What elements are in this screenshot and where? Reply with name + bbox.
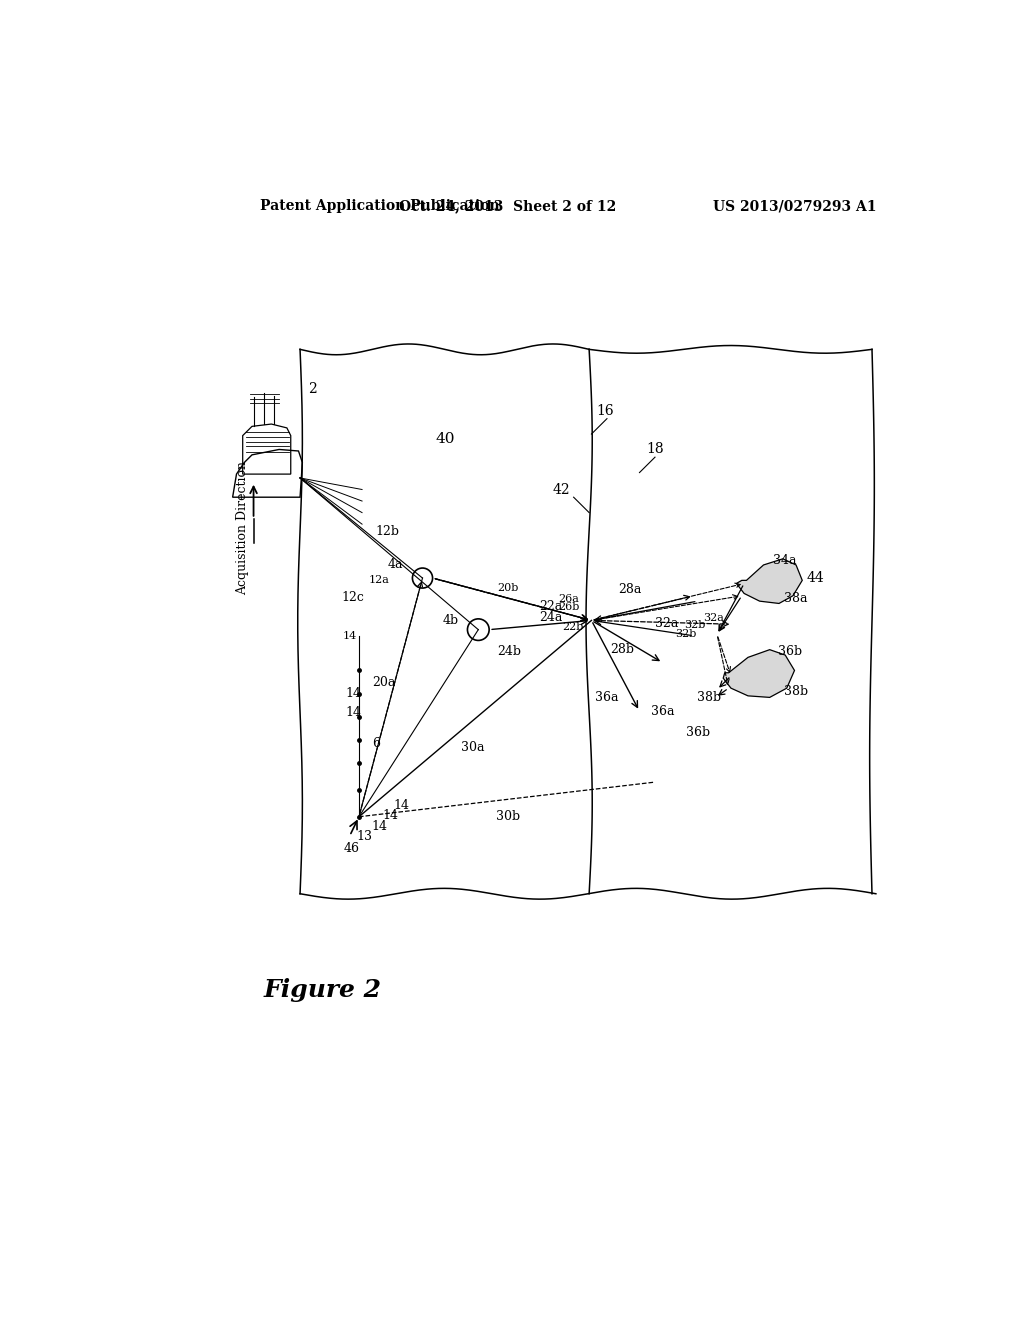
Text: 16: 16 (596, 404, 613, 418)
Text: Patent Application Publication: Patent Application Publication (260, 199, 500, 213)
Text: 12a: 12a (369, 576, 390, 585)
Text: 36b: 36b (778, 644, 802, 657)
Text: 4b: 4b (442, 614, 459, 627)
Polygon shape (736, 558, 802, 603)
Text: 24a: 24a (539, 611, 562, 624)
Text: 30a: 30a (461, 741, 484, 754)
Circle shape (467, 619, 489, 640)
Text: 30b: 30b (496, 810, 520, 824)
Text: 14: 14 (372, 820, 387, 833)
Text: 20a: 20a (372, 676, 395, 689)
Text: 26b: 26b (558, 602, 580, 611)
Text: 34a: 34a (773, 554, 797, 566)
Circle shape (413, 568, 432, 589)
Text: 26a: 26a (558, 594, 579, 603)
Text: 20b: 20b (497, 583, 518, 593)
Text: 14: 14 (345, 686, 361, 700)
Text: 22b: 22b (562, 622, 584, 631)
Text: 32b: 32b (675, 630, 696, 639)
Text: 28a: 28a (618, 583, 642, 597)
Text: 24b: 24b (498, 644, 521, 657)
Text: 36b: 36b (685, 726, 710, 739)
Text: 22a: 22a (539, 601, 562, 612)
Text: 2: 2 (308, 383, 316, 396)
Text: 32a: 32a (703, 612, 724, 623)
Text: 38b: 38b (697, 690, 721, 704)
Polygon shape (723, 649, 795, 697)
Text: 32b: 32b (684, 620, 706, 630)
Text: 14: 14 (345, 706, 361, 719)
Text: Acquisition Direction: Acquisition Direction (237, 461, 249, 595)
Text: 42: 42 (552, 483, 569, 496)
Text: Figure 2: Figure 2 (263, 978, 382, 1002)
Text: 18: 18 (646, 442, 664, 457)
Text: 40: 40 (436, 433, 456, 446)
Text: 4a: 4a (388, 558, 403, 572)
Text: 12b: 12b (376, 525, 399, 539)
Text: 36a: 36a (595, 690, 618, 704)
Text: 12c: 12c (341, 591, 365, 603)
Text: 46: 46 (343, 842, 359, 855)
Text: 44: 44 (806, 572, 824, 585)
Text: 14: 14 (393, 799, 409, 812)
Text: 36a: 36a (651, 705, 675, 718)
Text: 14: 14 (382, 809, 398, 822)
Text: 6: 6 (372, 737, 380, 750)
Text: Oct. 24, 2013  Sheet 2 of 12: Oct. 24, 2013 Sheet 2 of 12 (399, 199, 616, 213)
Text: 13: 13 (356, 829, 373, 842)
Text: 38a: 38a (784, 593, 808, 606)
Text: 14: 14 (342, 631, 356, 640)
Text: 38b: 38b (784, 685, 808, 698)
Text: US 2013/0279293 A1: US 2013/0279293 A1 (713, 199, 877, 213)
Text: 32a: 32a (655, 616, 678, 630)
Text: 28b: 28b (610, 643, 635, 656)
